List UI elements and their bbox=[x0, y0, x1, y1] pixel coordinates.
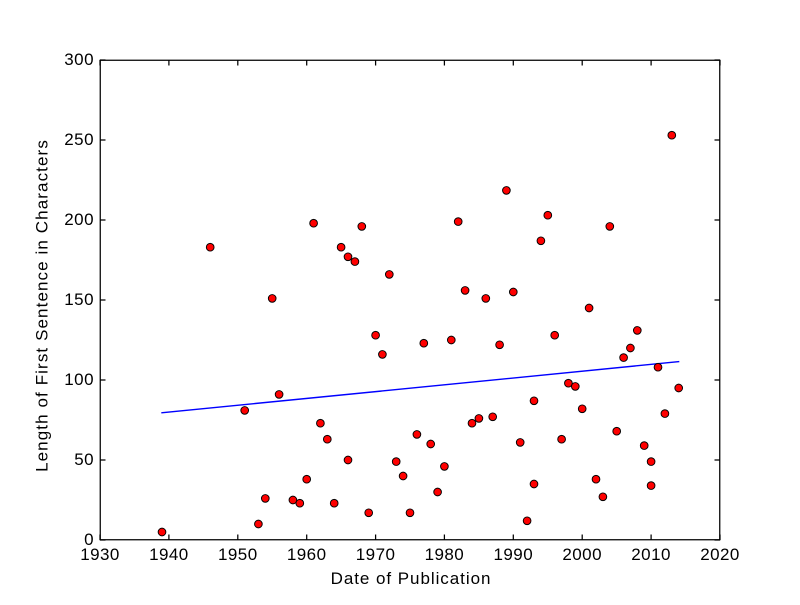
svg-text:2020: 2020 bbox=[700, 545, 740, 564]
svg-text:150: 150 bbox=[64, 290, 94, 309]
svg-text:2010: 2010 bbox=[631, 545, 671, 564]
svg-text:50: 50 bbox=[74, 450, 94, 469]
svg-text:1990: 1990 bbox=[493, 545, 533, 564]
svg-text:200: 200 bbox=[64, 210, 94, 229]
svg-text:1940: 1940 bbox=[149, 545, 189, 564]
svg-text:1950: 1950 bbox=[218, 545, 258, 564]
svg-text:0: 0 bbox=[84, 530, 94, 549]
svg-text:250: 250 bbox=[64, 130, 94, 149]
svg-text:1960: 1960 bbox=[287, 545, 327, 564]
svg-text:2000: 2000 bbox=[562, 545, 602, 564]
svg-text:1980: 1980 bbox=[425, 545, 465, 564]
svg-text:300: 300 bbox=[64, 50, 94, 69]
svg-text:Date of Publication: Date of Publication bbox=[331, 569, 492, 588]
svg-text:1930: 1930 bbox=[80, 545, 120, 564]
svg-text:100: 100 bbox=[64, 370, 94, 389]
svg-text:1970: 1970 bbox=[356, 545, 396, 564]
svg-text:Length of First Sentence in Ch: Length of First Sentence in Characters bbox=[33, 139, 52, 472]
